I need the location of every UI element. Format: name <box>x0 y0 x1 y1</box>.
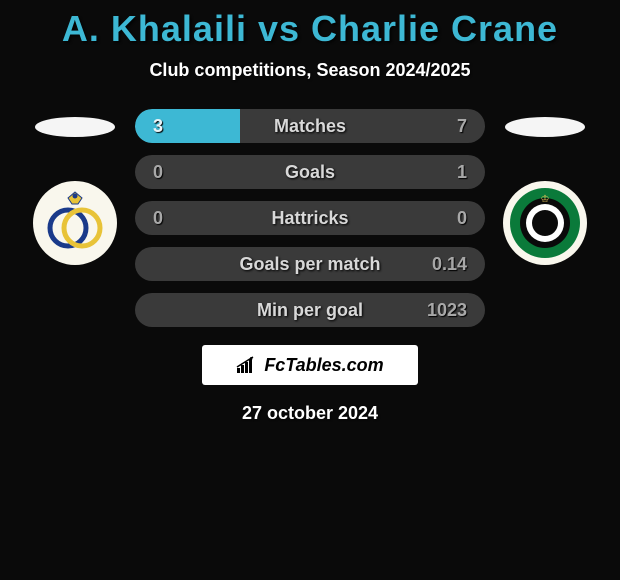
stat-row: Min per goal1023 <box>135 293 485 327</box>
brand-label: FcTables.com <box>264 355 383 376</box>
player-avatar-right <box>505 117 585 137</box>
club-badge-right: ♔ <box>503 181 587 265</box>
stat-value-left: 0 <box>153 162 193 183</box>
left-column <box>25 109 125 265</box>
stat-row: 0Hattricks0 <box>135 201 485 235</box>
stat-value-left: 3 <box>153 116 193 137</box>
stat-value-right: 0.14 <box>427 254 467 275</box>
stat-value-right: 1 <box>427 162 467 183</box>
right-column: ♔ <box>495 109 595 265</box>
stat-value-right: 1023 <box>427 300 467 321</box>
date-label: 27 october 2024 <box>0 403 620 424</box>
club-badge-left-icon <box>40 188 110 258</box>
subtitle: Club competitions, Season 2024/2025 <box>0 60 620 81</box>
crown-icon: ♔ <box>541 194 550 205</box>
stat-row: Goals per match0.14 <box>135 247 485 281</box>
comparison-card: A. Khalaili vs Charlie Crane Club compet… <box>0 0 620 424</box>
brand-box[interactable]: FcTables.com <box>202 345 418 385</box>
stat-row: 0Goals1 <box>135 155 485 189</box>
stat-value-right: 0 <box>427 208 467 229</box>
stat-row: 3Matches7 <box>135 109 485 143</box>
player-avatar-left <box>35 117 115 137</box>
page-title: A. Khalaili vs Charlie Crane <box>0 8 620 50</box>
chart-icon <box>236 356 258 374</box>
club-badge-right-icon: ♔ <box>510 188 580 258</box>
stat-value-right: 7 <box>427 116 467 137</box>
stat-value-left: 0 <box>153 208 193 229</box>
club-badge-left <box>33 181 117 265</box>
content-row: 3Matches7 0Goals1 0Hattricks0 Goals per mat… <box>0 109 620 327</box>
stats-column: 3Matches7 0Goals1 0Hattricks0 Goals per mat… <box>135 109 485 327</box>
